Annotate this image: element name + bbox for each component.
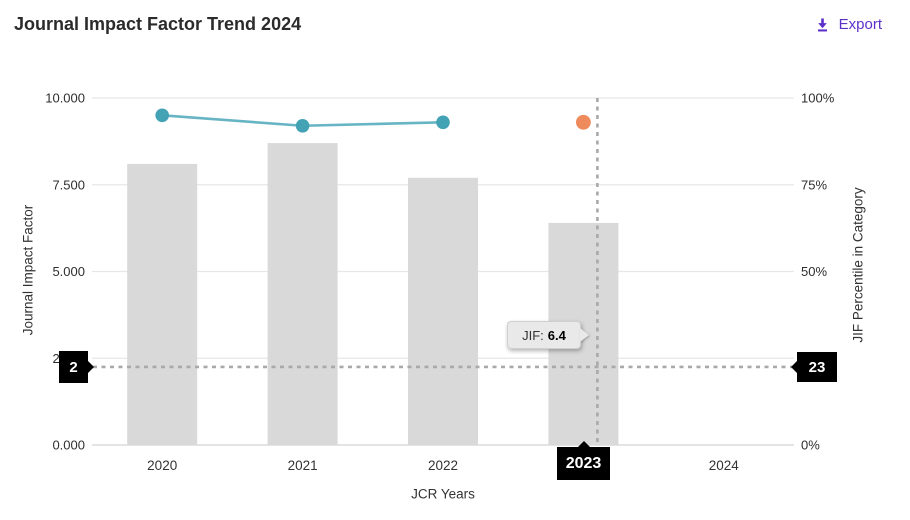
x-axis-tick-label: 2024: [709, 458, 740, 473]
up-arrow-icon: [576, 441, 591, 448]
percentile-marker[interactable]: [295, 118, 310, 133]
export-button-label: Export: [838, 16, 882, 33]
tooltip-prefix: JIF:: [522, 327, 544, 343]
y-axis-tick-label-right: 0%: [801, 438, 820, 453]
y-axis-tick-label-right: 100%: [801, 91, 835, 106]
right-arrow-icon: [88, 361, 94, 373]
export-button[interactable]: Export: [809, 15, 888, 34]
download-icon: [815, 17, 830, 33]
jif-tooltip: JIF: 6.4: [507, 321, 589, 349]
x-axis-tick-label: 2021: [288, 458, 318, 473]
left-arrow-icon: [791, 361, 797, 373]
jif-bar[interactable]: [408, 177, 478, 445]
x-axis-title: JCR Years: [411, 486, 475, 502]
y-axis-tick-label-left: 10.000: [45, 91, 85, 106]
tooltip-pointer: [580, 328, 589, 342]
page-title: Journal Impact Factor Trend 2024: [14, 14, 302, 34]
crosshair-label-percentile: 23: [791, 352, 837, 382]
x-axis-tick-label: 2020: [147, 458, 177, 473]
y-axis-tick-label-right: 75%: [801, 177, 827, 192]
crosshair-label-jif: 2: [59, 351, 94, 383]
percentile-marker[interactable]: [155, 108, 169, 123]
y-axis-tick-label-left: 7.500: [52, 177, 85, 192]
percentile-marker[interactable]: [436, 115, 450, 130]
y-axis-title-left: Journal Impact Factor: [20, 204, 36, 336]
y-axis-title-right: JIF Percentile in Category: [850, 187, 866, 343]
x-axis-tick-label: 2022: [428, 458, 458, 473]
y-axis-tick-label-left: 5.000: [52, 264, 85, 279]
jif-bar[interactable]: [267, 143, 338, 446]
tooltip-value: 6.4: [547, 327, 566, 343]
crosshair-label-year: 2023: [557, 441, 610, 480]
y-axis-tick-label-left: 0.000: [52, 438, 85, 453]
percentile-marker-2023[interactable]: [576, 114, 591, 130]
jif-bar[interactable]: [127, 163, 198, 445]
y-axis-tick-label-right: 50%: [801, 264, 827, 279]
